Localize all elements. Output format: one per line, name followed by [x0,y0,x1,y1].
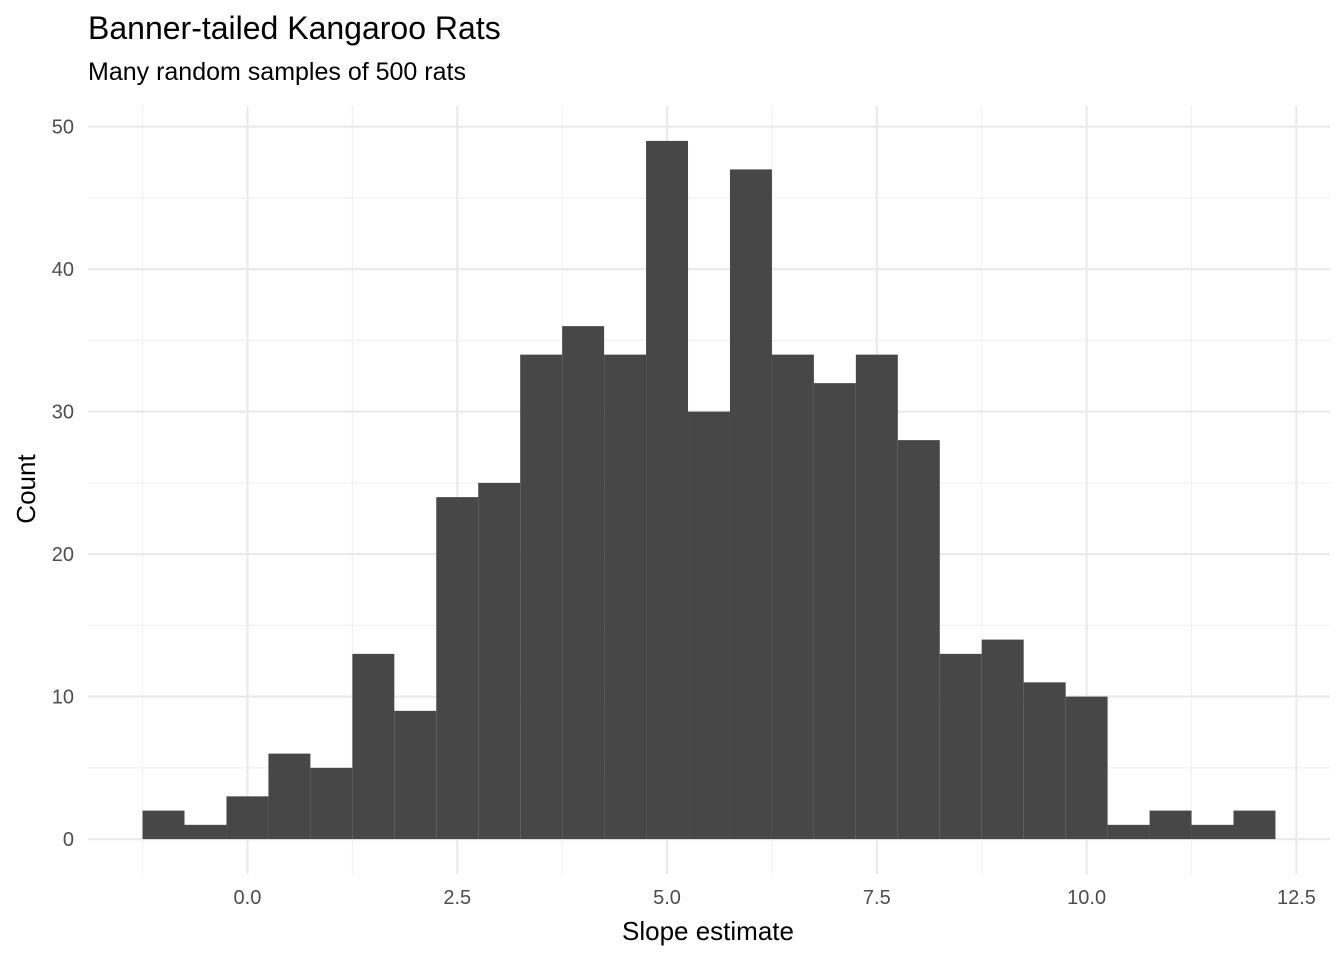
x-axis-title: Slope estimate [622,916,794,946]
histogram-bar [897,440,940,840]
x-tick-label: 7.5 [863,887,891,909]
histogram-bar [771,354,814,840]
histogram-bar [1023,682,1066,840]
chart-title: Banner-tailed Kangaroo Rats [88,10,501,46]
y-tick-label: 30 [52,402,74,424]
histogram-bar [520,354,563,840]
histogram-bar [939,653,982,840]
histogram-bar [142,810,185,840]
histogram-bar [184,824,227,840]
y-tick-label: 50 [52,117,74,139]
histogram-bar [981,639,1024,840]
y-tick-label: 40 [52,259,74,281]
histogram-bar [1107,824,1150,840]
histogram-bar [226,796,269,840]
histogram-bar [562,326,605,840]
histogram-bar [352,653,395,840]
histogram-bar [729,169,772,840]
x-tick-label: 0.0 [234,887,262,909]
histogram-bar [1149,810,1192,840]
histogram-bar [310,767,353,840]
histogram-bars [142,140,1276,840]
histogram-bar [604,354,647,840]
y-tick-label: 20 [52,544,74,566]
histogram-bar [855,354,898,840]
histogram-bar [436,497,479,840]
x-tick-label: 2.5 [443,887,471,909]
x-tick-label: 10.0 [1067,887,1106,909]
x-tick-label: 12.5 [1277,887,1316,909]
histogram-bar [646,140,689,840]
histogram-bar [813,383,856,840]
histogram-bar [478,482,521,840]
histogram-bar [688,411,730,840]
histogram-bar [1065,696,1108,840]
y-axis-tick-labels: 0 10 20 30 40 50 [52,117,74,851]
chart-subtitle: Many random samples of 500 rats [88,58,466,86]
y-tick-label: 10 [52,687,74,709]
y-tick-label: 0 [63,829,74,851]
histogram-bar [1191,824,1234,840]
histogram-bar [1233,810,1276,840]
x-axis-tick-labels: 0.0 2.5 5.0 7.5 10.0 12.5 [234,887,1316,909]
x-tick-label: 5.0 [653,887,681,909]
y-axis-title: Count [11,454,41,524]
histogram-bar [394,710,437,840]
histogram-bar [268,753,311,840]
